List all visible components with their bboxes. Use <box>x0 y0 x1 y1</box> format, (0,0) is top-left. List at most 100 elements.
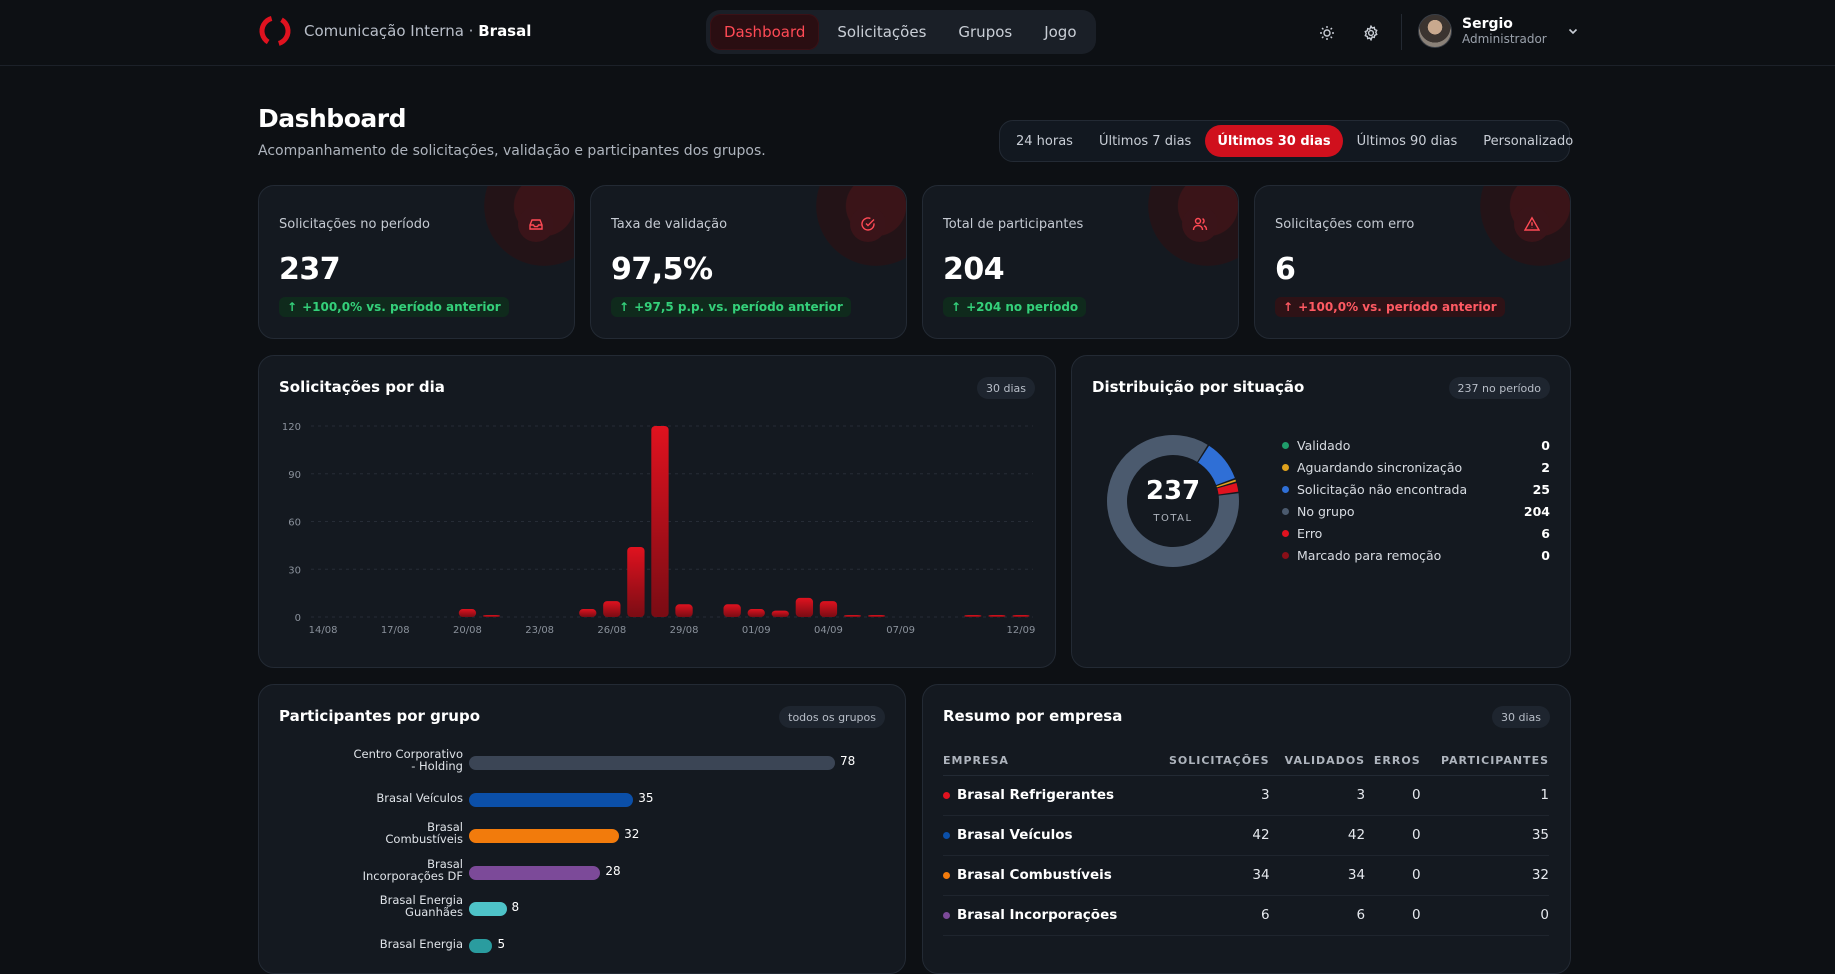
group-value: 78 <box>840 754 856 768</box>
col-participantes[interactable]: PARTICIPANTES <box>1420 747 1549 776</box>
theme-toggle-button[interactable] <box>1314 20 1340 46</box>
cell-participantes: 1 <box>1420 775 1549 816</box>
kpi-card-validacao: Taxa de validação 97,5% ↑ +97,5 p.p. vs. … <box>590 185 907 339</box>
table-row[interactable]: Brasal Veículos 42 42 0 35 <box>943 815 1549 856</box>
range-30d[interactable]: Últimos 30 dias <box>1205 125 1343 157</box>
daily-bar[interactable] <box>843 615 862 617</box>
daily-bar[interactable] <box>819 601 838 617</box>
kpi-label: Solicitações no período <box>279 217 430 232</box>
legend-item[interactable]: No grupo 204 <box>1282 500 1550 522</box>
group-label: Centro Corporativo - Holding <box>353 747 463 773</box>
daily-bar-chart: 0 30 60 90 120 14/08 17/08 20/08 23/08 26/08 29/08… <box>282 422 1035 636</box>
donut-total-label: TOTAL <box>1153 513 1193 524</box>
daily-bar[interactable] <box>579 609 597 617</box>
legend-value: 25 <box>1532 481 1550 497</box>
col-validados[interactable]: VALIDADOS <box>1269 747 1366 776</box>
cell-participantes: 32 <box>1420 855 1549 896</box>
legend-dot <box>1282 529 1289 537</box>
legend-label: Erro <box>1297 525 1323 541</box>
group-bar-row[interactable]: Centro Corporativo - Holding 78 <box>259 747 905 781</box>
brand-prefix: Comunicação Interna · <box>304 22 474 40</box>
daily-bar[interactable] <box>1012 615 1030 617</box>
kpi-icon-wrap <box>1514 206 1550 242</box>
legend-item[interactable]: Aguardando sincronização 2 <box>1282 456 1550 478</box>
user-menu[interactable]: Sergio Administrador <box>1418 14 1579 48</box>
card-title: Solicitações por dia <box>279 378 445 396</box>
range-24h[interactable]: 24 horas <box>1016 133 1073 149</box>
daily-bar[interactable] <box>988 615 1006 617</box>
daily-bar[interactable] <box>482 615 501 617</box>
legend-value: 0 <box>1541 437 1550 453</box>
legend-item[interactable]: Solicitação não encontrada 25 <box>1282 478 1550 500</box>
range-custom[interactable]: Personalizado <box>1483 133 1574 149</box>
table-row[interactable]: Brasal Incorporações 6 6 0 0 <box>943 895 1549 936</box>
cell-participantes: 0 <box>1420 895 1549 936</box>
range-90d[interactable]: Últimos 90 dias <box>1356 133 1458 149</box>
donut-slice[interactable] <box>1216 479 1237 488</box>
donut-slice[interactable] <box>1107 435 1239 567</box>
nav-jogo[interactable]: Jogo <box>1044 23 1077 41</box>
cell-solicitacoes: 42 <box>1150 815 1270 856</box>
arrow-up-icon: ↑ <box>951 300 962 314</box>
table-row[interactable]: Brasal Combustíveis 34 34 0 32 <box>943 855 1549 896</box>
donut-slice[interactable] <box>1198 445 1235 486</box>
daily-bar[interactable] <box>795 597 814 617</box>
kpi-delta-text: +100,0% vs. período anterior <box>302 300 501 314</box>
range-7d[interactable]: Últimos 7 dias <box>1098 133 1192 149</box>
kpi-value: 6 <box>1275 252 1296 287</box>
cell-erros: 0 <box>1365 855 1421 896</box>
cell-solicitacoes: 3 <box>1150 775 1270 816</box>
y-tick-label: 0 <box>295 613 301 624</box>
daily-bar[interactable] <box>458 609 477 617</box>
daily-chart-card: Solicitações por dia 30 dias 0 30 60 90 120 1… <box>258 355 1056 668</box>
table-header-row: EMPRESA SOLICITAÇÕES VALIDADOS ERROS PAR… <box>943 747 1549 776</box>
daily-bar[interactable] <box>723 604 741 617</box>
nav-grupos[interactable]: Grupos <box>958 23 1013 41</box>
table-row[interactable]: Brasal Refrigerantes 3 3 0 1 <box>943 775 1549 816</box>
col-erros[interactable]: ERROS <box>1365 747 1421 776</box>
daily-bar[interactable] <box>771 610 789 617</box>
kpi-delta-badge: ↑ +100,0% vs. período anterior <box>279 297 509 317</box>
group-bar-row[interactable]: Brasal Veículos 35 <box>259 784 905 818</box>
group-bar-row[interactable]: Brasal Combustíveis 32 <box>259 820 905 854</box>
group-bar-row[interactable]: Brasal Incorporações DF 28 <box>259 857 905 891</box>
page-subtitle: Acompanhamento de solicitações, validaçã… <box>258 143 766 159</box>
alert-triangle-icon <box>1524 216 1540 231</box>
legend-item[interactable]: Marcado para remoção 0 <box>1282 544 1550 566</box>
daily-bar[interactable] <box>867 615 886 617</box>
daily-bar[interactable] <box>964 615 982 617</box>
nav-dashboard[interactable]: Dashboard <box>710 14 820 50</box>
nav-solicitacoes[interactable]: Solicitações <box>837 23 927 41</box>
col-solicitacoes[interactable]: SOLICITAÇÕES <box>1150 747 1270 776</box>
group-label: Brasal Energia Guanhães <box>379 893 463 919</box>
y-tick-label: 90 <box>288 470 301 481</box>
kpi-delta-badge: ↑ +97,5 p.p. vs. período anterior <box>611 297 851 317</box>
distribution-card: Distribuição por situação 237 no período… <box>1071 355 1571 668</box>
kpi-delta-text: +97,5 p.p. vs. período anterior <box>634 300 843 314</box>
donut-slice[interactable] <box>1217 482 1239 495</box>
x-tick-label: 01/09 <box>742 625 771 636</box>
user-name: Sergio <box>1462 15 1513 32</box>
group-bar-row[interactable]: Brasal Energia Guanhães 8 <box>259 893 905 927</box>
brand[interactable]: Comunicação Interna · Brasal <box>258 14 531 48</box>
kpi-delta-badge: ↑ +100,0% vs. período anterior <box>1275 297 1505 317</box>
y-tick-label: 120 <box>282 422 301 433</box>
legend-dot <box>1282 463 1289 471</box>
arrow-up-icon: ↑ <box>287 300 298 314</box>
col-empresa[interactable]: EMPRESA <box>943 747 1151 776</box>
company-dot <box>943 911 950 919</box>
daily-bar[interactable] <box>747 609 765 617</box>
group-bar-row[interactable]: Brasal Energia 5 <box>259 930 905 964</box>
legend-dot <box>1282 551 1289 559</box>
daily-bar[interactable] <box>603 601 621 617</box>
legend-item[interactable]: Erro 6 <box>1282 522 1550 544</box>
x-tick-label: 17/08 <box>381 625 410 636</box>
settings-button[interactable] <box>1358 20 1384 46</box>
company-name-cell: Brasal Incorporações <box>943 895 1151 936</box>
daily-bar[interactable] <box>627 546 645 617</box>
y-tick-label: 60 <box>288 518 301 529</box>
group-bar <box>469 938 493 953</box>
daily-bar[interactable] <box>675 604 693 617</box>
daily-bar[interactable] <box>651 426 669 617</box>
legend-item[interactable]: Validado 0 <box>1282 434 1550 456</box>
